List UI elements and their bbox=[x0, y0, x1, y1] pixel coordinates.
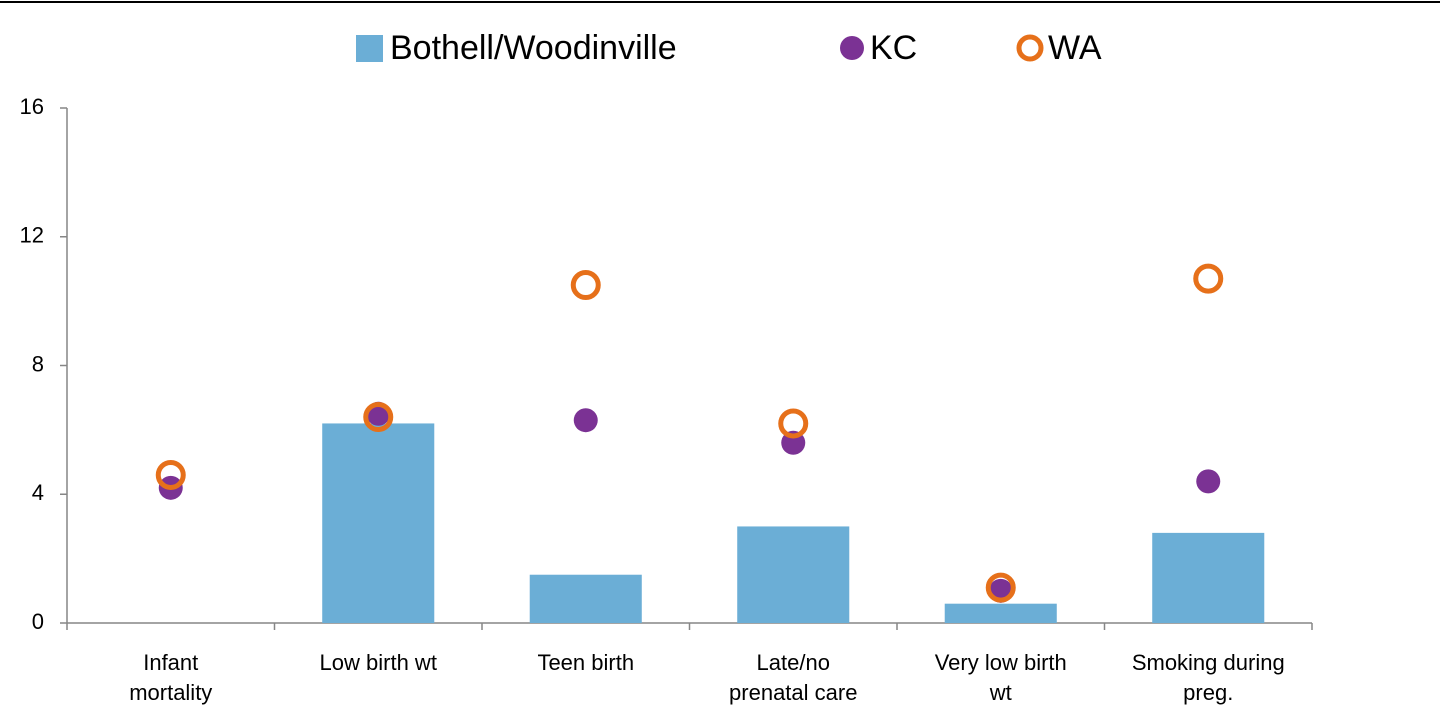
ring bbox=[1193, 263, 1224, 294]
ring bbox=[985, 572, 1016, 603]
bar bbox=[737, 526, 850, 623]
ring bbox=[778, 408, 809, 439]
legend-swatch bbox=[840, 36, 864, 60]
y-tick-label: 8 bbox=[32, 351, 44, 376]
dot bbox=[573, 408, 598, 433]
x-tick-label: Teen birth bbox=[537, 650, 635, 675]
ring bbox=[363, 402, 394, 432]
legend-swatch bbox=[356, 35, 383, 62]
bar bbox=[944, 603, 1057, 623]
legend-label: WA bbox=[1048, 29, 1102, 67]
bar bbox=[322, 423, 435, 623]
x-tick-label: Late/no prenatal care bbox=[729, 650, 858, 705]
y-tick-label: 0 bbox=[32, 609, 44, 634]
legend-label: KC bbox=[870, 29, 917, 67]
ring bbox=[155, 459, 186, 490]
y-tick-label: 4 bbox=[32, 480, 44, 505]
x-tick-label: Very low birth wt bbox=[934, 650, 1067, 705]
dot bbox=[1196, 469, 1221, 494]
y-tick-label: 12 bbox=[20, 223, 44, 248]
legend-label: Bothell/Woodinville bbox=[390, 29, 677, 67]
legend-swatch bbox=[1016, 34, 1044, 62]
bar bbox=[529, 574, 642, 623]
x-tick-label: Infant mortality bbox=[129, 650, 213, 705]
y-tick-label: 16 bbox=[20, 94, 44, 119]
x-tick-label: Smoking during preg. bbox=[1131, 650, 1285, 705]
bar bbox=[1152, 532, 1265, 623]
ring bbox=[570, 270, 601, 301]
x-tick-label: Low birth wt bbox=[319, 650, 437, 675]
